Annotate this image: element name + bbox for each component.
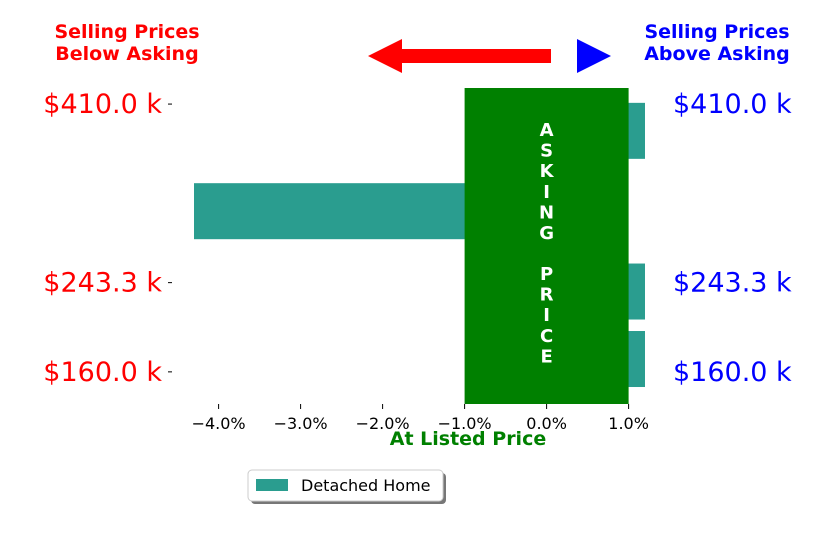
x-tick-label-5: 1.0% <box>608 414 649 433</box>
header-right-line-1: Above Asking <box>644 43 790 65</box>
y-tick-label-right-2: $160.0 k <box>673 357 792 388</box>
x-tick-label-3: −1.0% <box>438 414 492 433</box>
left-arrow-icon <box>368 39 551 73</box>
right-arrow-icon <box>577 39 611 73</box>
y-tick-label-left-0: $410.0 k <box>43 89 162 120</box>
direction-arrows <box>368 39 611 73</box>
x-axis-label: At Listed Price <box>390 428 546 450</box>
y-tick-label-right-0: $410.0 k <box>673 89 792 120</box>
legend: Detached Home <box>247 469 446 504</box>
legend-label: Detached Home <box>301 476 431 495</box>
x-tick-label-0: −4.0% <box>192 414 246 433</box>
y-tick-label-left-2: $160.0 k <box>43 357 162 388</box>
x-tick-label-1: −3.0% <box>274 414 328 433</box>
asking-price-band <box>464 88 629 404</box>
y-tick-label-left-1: $243.3 k <box>43 268 162 299</box>
legend-swatch <box>256 479 288 491</box>
y-tick-label-right-1: $243.3 k <box>673 268 792 299</box>
x-tick-label-2: −2.0% <box>356 414 410 433</box>
header-left-line-1: Below Asking <box>55 43 198 65</box>
y-axis-ticks: $410.0 k $410.0 k $243.3 k $243.3 k $160.0 k… <box>43 89 792 388</box>
legend-box <box>247 469 444 502</box>
x-tick-label-4: 0.0% <box>526 414 567 433</box>
header-left-line-0: Selling Prices <box>54 21 199 43</box>
x-axis-ticks: −4.0% −3.0% −2.0% −1.0% 0.0% 1.0% At Listed Pr… <box>192 404 649 450</box>
header-right-line-0: Selling Prices <box>644 21 789 43</box>
